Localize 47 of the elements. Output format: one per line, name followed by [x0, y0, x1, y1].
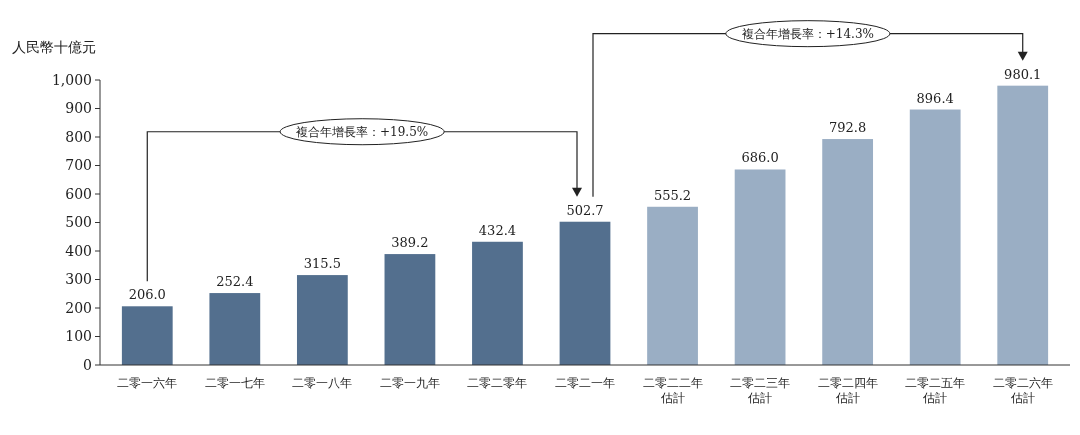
- data-label: 252.4: [216, 274, 254, 290]
- bar: [121, 306, 173, 365]
- data-label: 792.8: [829, 120, 867, 136]
- x-tick-label: 二零二二年估計: [642, 376, 703, 405]
- bar: [384, 254, 436, 365]
- x-tick-label: 二零一六年: [117, 376, 178, 390]
- annotation: 複合年增長率：+19.5%: [296, 124, 429, 139]
- x-tick-label: 二零一七年: [204, 376, 265, 390]
- y-tick-label: 200: [65, 299, 92, 316]
- x-tick-label: 二零二一年: [555, 376, 615, 390]
- y-tick-label: 300: [65, 271, 92, 288]
- y-tick-label: 900: [65, 100, 92, 117]
- bar: [472, 241, 523, 365]
- x-tick-label: 二零二三年估計: [730, 376, 791, 405]
- y-tick-label: 800: [65, 128, 92, 145]
- y-tick-label: 500: [65, 214, 92, 231]
- x-tick-label: 二零一九年: [379, 376, 440, 390]
- data-label: 502.7: [566, 202, 604, 218]
- x-tick-label: 二零二零年: [467, 376, 528, 390]
- data-label: 389.2: [391, 235, 429, 251]
- x-tick-label: 二零二六年估計: [992, 376, 1053, 405]
- y-tick-label: 100: [65, 328, 92, 345]
- data-label: 686.0: [741, 150, 779, 166]
- y-tick-label: 1,000: [51, 71, 92, 88]
- bar: [647, 206, 698, 365]
- bar: [209, 293, 261, 365]
- x-tick-label: 二零二五年估計: [905, 376, 966, 405]
- y-tick-label: 600: [65, 185, 92, 202]
- y-tick-label: 400: [65, 242, 92, 259]
- bar: [734, 169, 786, 365]
- data-label: 980.1: [1004, 66, 1042, 82]
- data-label: 432.4: [478, 222, 517, 238]
- data-label: 896.4: [916, 90, 954, 106]
- text: 複合年增長率：+14.3%: [741, 26, 874, 41]
- bar: [559, 221, 611, 365]
- bar: [997, 85, 1049, 365]
- y-axis-title: 人民幣十億元: [12, 39, 96, 55]
- data-label: 555.2: [653, 187, 692, 203]
- x-tick-label: 二零一八年: [292, 376, 353, 390]
- data-label: 206.0: [128, 287, 166, 303]
- y-tick-label: 0: [83, 356, 92, 373]
- data-label: 315.5: [303, 256, 341, 272]
- bar: [296, 275, 348, 365]
- x-tick-label: 二零二四年估計: [817, 376, 878, 405]
- bar: [822, 139, 874, 365]
- bar: [909, 109, 961, 365]
- y-tick-label: 700: [65, 157, 92, 174]
